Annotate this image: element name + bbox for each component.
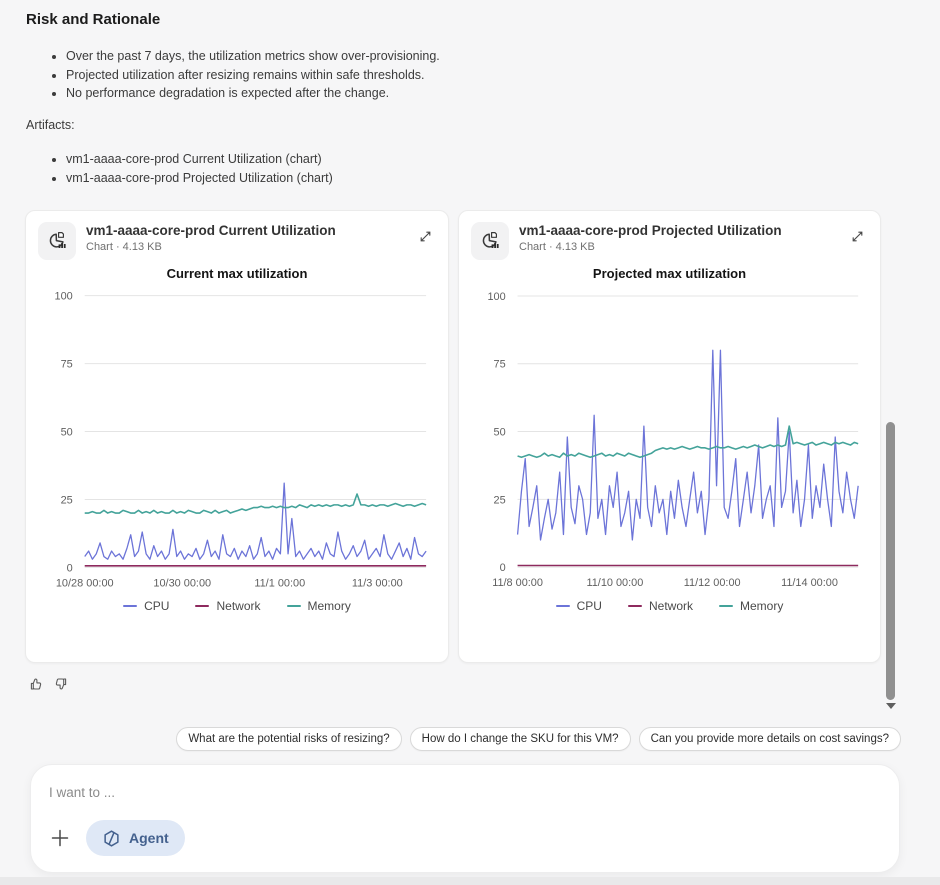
chart-legend: CPU Network Memory: [26, 599, 448, 613]
legend-label: CPU: [144, 599, 170, 613]
legend-item: CPU: [123, 599, 169, 613]
chart-file-icon-tile: [38, 222, 76, 260]
card-titles: vm1-aaaa-core-prod Projected Utilization…: [519, 222, 782, 253]
svg-text:75: 75: [61, 359, 73, 371]
svg-text:75: 75: [494, 359, 506, 371]
suggested-prompts: What are the potential risks of resizing…: [176, 727, 901, 751]
scrollbar-thumb[interactable]: [886, 422, 895, 700]
legend-item: CPU: [555, 599, 602, 613]
scroll-down-arrow-icon[interactable]: [886, 703, 896, 709]
chart-card-current: vm1-aaaa-core-prod Current Utilization C…: [25, 210, 449, 663]
artifact-item: vm1-aaaa-core-prod Current Utilization (…: [66, 150, 333, 169]
section-heading: Risk and Rationale: [26, 11, 161, 28]
legend-item: Memory: [286, 599, 351, 613]
composer-toolbar: Agent: [49, 820, 185, 856]
legend-item: Network: [195, 599, 261, 613]
rationale-item: No performance degradation is expected a…: [66, 84, 440, 103]
svg-text:11/10 00:00: 11/10 00:00: [586, 577, 643, 589]
legend-item: Network: [627, 599, 693, 613]
expand-button[interactable]: [416, 227, 435, 246]
rationale-list: Over the past 7 days, the utilization me…: [0, 47, 440, 103]
pie-chart-file-icon: [482, 232, 499, 248]
message-reactions: [28, 676, 69, 692]
suggestion-pill[interactable]: Can you provide more details on cost sav…: [638, 727, 901, 751]
svg-text:100: 100: [487, 291, 505, 303]
rationale-item: Over the past 7 days, the utilization me…: [66, 47, 440, 66]
expand-diagonal-icon: [420, 231, 431, 242]
legend-swatch: [555, 605, 570, 607]
suggestion-pill[interactable]: What are the potential risks of resizing…: [176, 727, 402, 751]
thumbs-down-button[interactable]: [53, 676, 69, 692]
plus-icon: [51, 829, 69, 847]
svg-text:11/3 00:00: 11/3 00:00: [352, 577, 403, 589]
chat-composer[interactable]: I want to ... Agent: [30, 764, 900, 873]
chart-title: Current max utilization: [166, 266, 308, 281]
legend-swatch: [195, 605, 210, 607]
add-attachment-button[interactable]: [49, 827, 71, 849]
legend-label: CPU: [576, 599, 602, 613]
utilization-chart-current: 0 25 50 75 100 10/28 00:00 10/30 00:00 11/1 00:…: [55, 291, 427, 589]
card-header: vm1-aaaa-core-prod Current Utilization C…: [26, 211, 448, 260]
svg-text:25: 25: [494, 494, 506, 506]
legend-label: Network: [648, 599, 693, 613]
legend-label: Memory: [307, 599, 351, 613]
legend-item: Memory: [719, 599, 783, 613]
svg-text:100: 100: [55, 291, 73, 303]
agent-label: Agent: [129, 830, 169, 846]
chart-card-projected: vm1-aaaa-core-prod Projected Utilization…: [458, 210, 881, 663]
svg-text:50: 50: [61, 427, 73, 439]
svg-text:10/28 00:00: 10/28 00:00: [56, 577, 114, 589]
svg-text:11/14 00:00: 11/14 00:00: [781, 577, 838, 589]
svg-text:11/12 00:00: 11/12 00:00: [684, 577, 741, 589]
chart-title: Projected max utilization: [592, 266, 747, 281]
expand-diagonal-icon: [852, 231, 863, 242]
thumbs-up-button[interactable]: [28, 676, 44, 692]
artifacts-label: Artifacts:: [26, 118, 75, 132]
pie-chart-file-icon: [49, 232, 66, 248]
chart-legend: CPU Network Memory: [459, 599, 880, 613]
card-title: vm1-aaaa-core-prod Current Utilization: [86, 223, 336, 238]
thumbs-down-icon: [55, 678, 67, 690]
legend-swatch: [123, 605, 138, 607]
svg-text:10/30 00:00: 10/30 00:00: [153, 577, 211, 589]
card-meta: Chart · 4.13 KB: [519, 241, 595, 253]
card-titles: vm1-aaaa-core-prod Current Utilization C…: [86, 222, 336, 253]
legend-swatch: [286, 605, 301, 607]
svg-text:50: 50: [494, 427, 506, 439]
svg-text:0: 0: [67, 562, 73, 574]
rationale-item: Projected utilization after resizing rem…: [66, 66, 440, 85]
svg-text:11/1 00:00: 11/1 00:00: [254, 577, 305, 589]
legend-label: Network: [216, 599, 261, 613]
card-title: vm1-aaaa-core-prod Projected Utilization: [519, 223, 782, 238]
thumbs-up-icon: [30, 678, 42, 690]
composer-input[interactable]: I want to ...: [49, 785, 116, 800]
suggestion-pill[interactable]: How do I change the SKU for this VM?: [409, 727, 631, 751]
utilization-chart-projected: 0 25 50 75 100 11/8 00:00 11/10 00:00 11/12 00:…: [487, 291, 859, 589]
legend-swatch: [627, 605, 642, 607]
artifacts-list: vm1-aaaa-core-prod Current Utilization (…: [0, 150, 333, 187]
legend-label: Memory: [740, 599, 784, 613]
svg-text:25: 25: [61, 494, 73, 506]
card-header: vm1-aaaa-core-prod Projected Utilization…: [459, 211, 880, 260]
svg-text:0: 0: [500, 562, 506, 574]
legend-swatch: [719, 605, 733, 607]
bottom-edge-strip: [0, 877, 940, 885]
agent-mode-button[interactable]: Agent: [86, 820, 185, 856]
svg-text:11/8 00:00: 11/8 00:00: [492, 577, 543, 589]
agent-hexagon-icon: [104, 829, 119, 847]
expand-button[interactable]: [848, 227, 867, 246]
artifact-item: vm1-aaaa-core-prod Projected Utilization…: [66, 169, 333, 188]
chart-file-icon-tile: [471, 222, 509, 260]
card-meta: Chart · 4.13 KB: [86, 241, 162, 253]
